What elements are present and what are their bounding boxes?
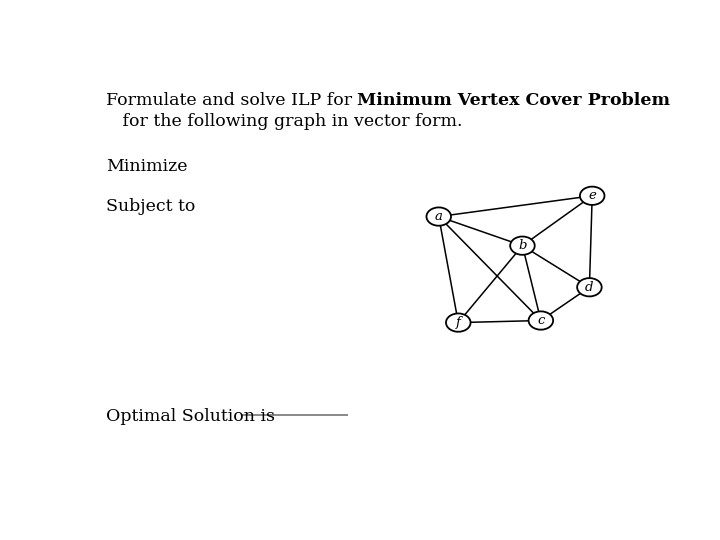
Text: a: a — [435, 210, 443, 223]
Text: Minimize: Minimize — [106, 158, 187, 176]
Circle shape — [528, 312, 553, 329]
Text: Formulate and solve ILP for: Formulate and solve ILP for — [106, 92, 357, 109]
Text: b: b — [518, 239, 527, 252]
Text: Optimal Solution is: Optimal Solution is — [106, 408, 274, 425]
Text: f: f — [456, 316, 461, 329]
Circle shape — [510, 237, 535, 255]
Circle shape — [446, 313, 471, 332]
Circle shape — [580, 187, 605, 205]
Text: d: d — [585, 281, 594, 294]
Text: Subject to: Subject to — [106, 198, 195, 215]
Circle shape — [426, 207, 451, 226]
Text: c: c — [537, 314, 544, 327]
Text: e: e — [588, 190, 596, 202]
Text: for the following graph in vector form.: for the following graph in vector form. — [106, 113, 462, 130]
Circle shape — [577, 278, 602, 296]
Text: Minimum Vertex Cover Problem: Minimum Vertex Cover Problem — [357, 92, 670, 109]
